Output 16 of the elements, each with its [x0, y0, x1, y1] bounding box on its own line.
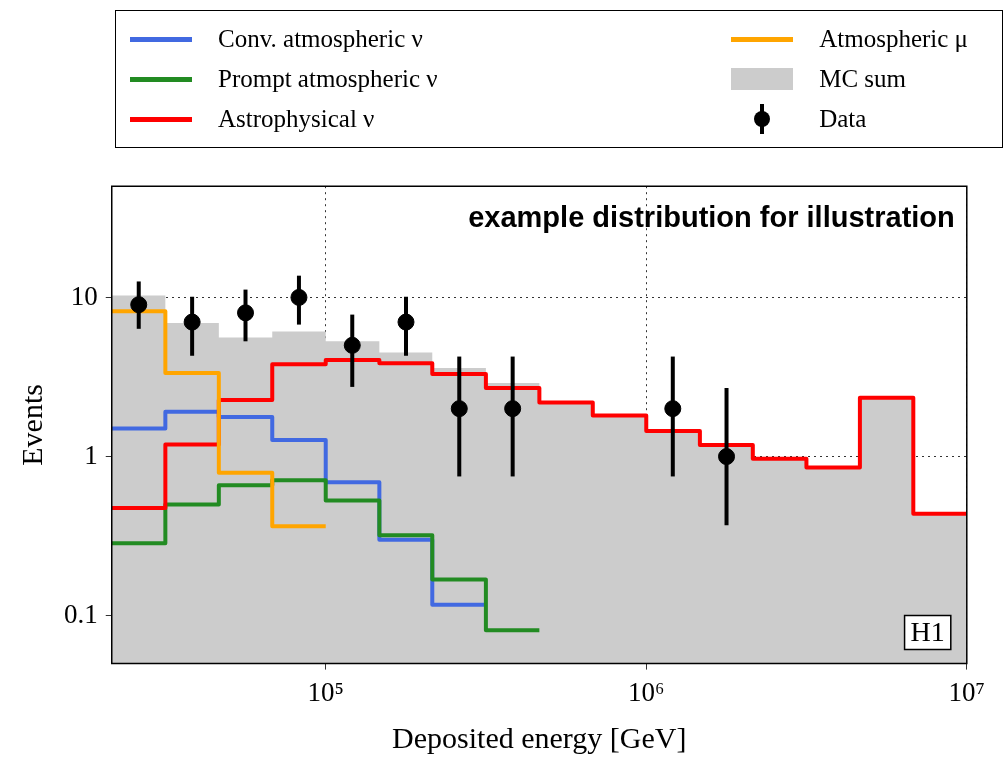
x-tick-label: 10⁶ — [628, 676, 665, 707]
legend-label: Prompt atmospheric ν — [218, 65, 438, 93]
y-tick-label: 0.1 — [64, 598, 98, 629]
legend-label: Atmospheric μ — [819, 25, 968, 53]
y-tick-label: 10 — [70, 280, 98, 311]
y-tick-label: 1 — [84, 439, 98, 470]
annotation: H1 — [910, 615, 945, 647]
annotation: example distribution for illustration — [468, 200, 955, 233]
x-tick-label: 10⁷ — [948, 676, 985, 707]
x-axis-title: Deposited energy [GeV] — [392, 720, 687, 754]
y-axis-title: Events — [14, 384, 48, 466]
legend-label: Data — [819, 105, 867, 133]
x-tick-label: 10⁵ — [307, 676, 344, 707]
legend-label: MC sum — [819, 65, 907, 93]
legend-label: Conv. atmospheric ν — [218, 25, 423, 53]
legend-label: Astrophysical ν — [218, 105, 375, 133]
